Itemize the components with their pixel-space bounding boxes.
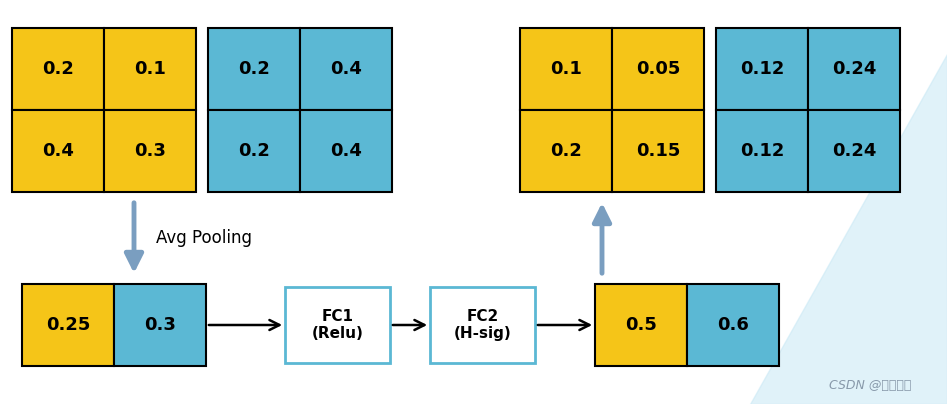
Text: 0.2: 0.2 bbox=[238, 142, 270, 160]
Text: 0.1: 0.1 bbox=[134, 60, 166, 78]
FancyBboxPatch shape bbox=[12, 110, 104, 192]
Text: 0.3: 0.3 bbox=[134, 142, 166, 160]
Polygon shape bbox=[750, 54, 947, 404]
Text: 0.3: 0.3 bbox=[144, 316, 176, 334]
Text: 0.2: 0.2 bbox=[238, 60, 270, 78]
Text: CSDN @秃头小苏: CSDN @秃头小苏 bbox=[829, 379, 911, 392]
FancyBboxPatch shape bbox=[520, 28, 612, 110]
Text: 0.24: 0.24 bbox=[831, 142, 876, 160]
FancyBboxPatch shape bbox=[114, 284, 206, 366]
FancyBboxPatch shape bbox=[285, 287, 390, 363]
FancyBboxPatch shape bbox=[22, 284, 114, 366]
Text: 0.5: 0.5 bbox=[625, 316, 657, 334]
FancyBboxPatch shape bbox=[687, 284, 779, 366]
FancyBboxPatch shape bbox=[208, 110, 300, 192]
FancyBboxPatch shape bbox=[104, 110, 196, 192]
Text: Avg Pooling: Avg Pooling bbox=[156, 229, 252, 247]
Text: 0.12: 0.12 bbox=[740, 60, 784, 78]
FancyBboxPatch shape bbox=[300, 110, 392, 192]
Text: FC2
(H-sig): FC2 (H-sig) bbox=[454, 309, 511, 341]
FancyBboxPatch shape bbox=[208, 28, 300, 110]
FancyBboxPatch shape bbox=[300, 28, 392, 110]
FancyBboxPatch shape bbox=[716, 110, 808, 192]
Text: 0.4: 0.4 bbox=[42, 142, 74, 160]
Text: 0.4: 0.4 bbox=[331, 60, 362, 78]
Text: 0.25: 0.25 bbox=[45, 316, 90, 334]
Text: 0.05: 0.05 bbox=[635, 60, 680, 78]
Text: 0.1: 0.1 bbox=[550, 60, 582, 78]
FancyBboxPatch shape bbox=[612, 28, 704, 110]
FancyBboxPatch shape bbox=[430, 287, 535, 363]
Text: FC1
(Relu): FC1 (Relu) bbox=[312, 309, 364, 341]
Text: 0.24: 0.24 bbox=[831, 60, 876, 78]
Text: 0.15: 0.15 bbox=[635, 142, 680, 160]
Text: 0.12: 0.12 bbox=[740, 142, 784, 160]
FancyBboxPatch shape bbox=[12, 28, 104, 110]
Text: 0.2: 0.2 bbox=[42, 60, 74, 78]
FancyBboxPatch shape bbox=[808, 110, 900, 192]
Text: 0.4: 0.4 bbox=[331, 142, 362, 160]
Text: 0.6: 0.6 bbox=[717, 316, 749, 334]
FancyBboxPatch shape bbox=[808, 28, 900, 110]
FancyBboxPatch shape bbox=[716, 28, 808, 110]
FancyBboxPatch shape bbox=[595, 284, 687, 366]
FancyBboxPatch shape bbox=[520, 110, 612, 192]
FancyBboxPatch shape bbox=[612, 110, 704, 192]
FancyBboxPatch shape bbox=[104, 28, 196, 110]
Text: 0.2: 0.2 bbox=[550, 142, 582, 160]
